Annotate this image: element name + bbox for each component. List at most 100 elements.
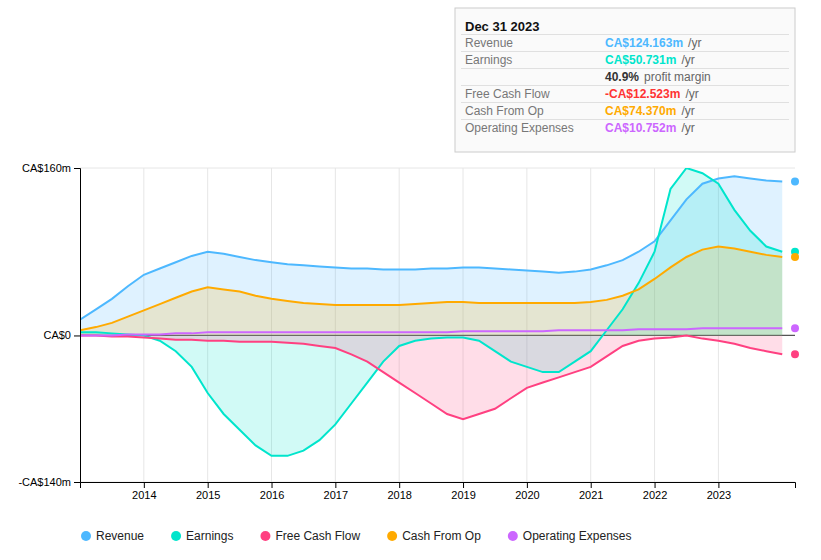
info-box-suffix: /yr bbox=[681, 53, 694, 67]
x-tick-label: 2022 bbox=[643, 489, 667, 501]
info-box-label: Cash From Op bbox=[465, 104, 544, 118]
info-box-value: 40.9% bbox=[605, 70, 639, 84]
x-tick: 2020 bbox=[515, 482, 539, 501]
info-box-label: Free Cash Flow bbox=[465, 87, 550, 101]
series-line bbox=[80, 168, 782, 456]
legend-label: Earnings bbox=[186, 529, 233, 543]
info-box-divider bbox=[461, 34, 789, 35]
x-tick-mark bbox=[335, 482, 336, 488]
legend-label: Operating Expenses bbox=[523, 529, 632, 543]
info-box-label: Earnings bbox=[465, 53, 512, 67]
legend-item: Operating Expenses bbox=[508, 529, 632, 543]
x-tick-label: 2018 bbox=[387, 489, 411, 501]
legend-item: Revenue bbox=[81, 529, 144, 543]
series-line bbox=[80, 335, 782, 419]
x-tick-mark bbox=[144, 482, 145, 488]
info-box-divider bbox=[461, 85, 789, 86]
y-tick-label: -CA$140m bbox=[18, 476, 71, 488]
y-tick: CA$160m bbox=[22, 162, 80, 174]
legend-swatch bbox=[171, 531, 181, 541]
info-box-suffix: /yr bbox=[688, 36, 701, 50]
y-tick-mark bbox=[74, 482, 80, 483]
chart-svg: 2014 2015 2016 2017 2018 2019 2020 2021 2022 2023… bbox=[0, 0, 821, 560]
info-box-title: Dec 31 2023 bbox=[465, 19, 539, 34]
info-box-value: CA$124.163m bbox=[605, 36, 683, 50]
x-tick-mark bbox=[527, 482, 528, 488]
end-dots bbox=[791, 178, 799, 359]
series-area bbox=[80, 247, 782, 336]
x-tick-mark bbox=[399, 482, 400, 488]
x-tick: 2023 bbox=[707, 482, 731, 501]
legend-label: Free Cash Flow bbox=[275, 529, 360, 543]
y-tick-mark bbox=[74, 335, 80, 336]
legend-item: Cash From Op bbox=[387, 529, 481, 543]
info-box-value: CA$10.752m bbox=[605, 121, 676, 135]
end-dot bbox=[791, 324, 799, 332]
end-dot bbox=[791, 178, 799, 186]
legend-swatch bbox=[387, 531, 397, 541]
series-area bbox=[80, 168, 782, 456]
x-tick-mark bbox=[463, 482, 464, 488]
info-box-divider bbox=[461, 68, 789, 69]
legend-swatch bbox=[508, 531, 518, 541]
x-tick: 2019 bbox=[451, 482, 475, 501]
x-tick: 2016 bbox=[260, 482, 284, 501]
info-box-label: Revenue bbox=[465, 36, 513, 50]
x-tick-label: 2019 bbox=[451, 489, 475, 501]
y-axis-line bbox=[74, 169, 81, 483]
x-tick-label: 2023 bbox=[707, 489, 731, 501]
legend-swatch bbox=[81, 531, 91, 541]
end-dot bbox=[791, 350, 799, 358]
plot-area bbox=[80, 168, 782, 456]
info-box-label: Operating Expenses bbox=[465, 121, 574, 135]
x-tick-mark bbox=[591, 482, 592, 488]
legend-label: Revenue bbox=[96, 529, 144, 543]
info-box-divider bbox=[461, 119, 789, 120]
y-axis: CA$160m CA$0 -CA$140m bbox=[18, 162, 80, 488]
legend-label: Cash From Op bbox=[402, 529, 481, 543]
info-box-frame bbox=[455, 8, 795, 152]
x-tick: 2017 bbox=[324, 482, 348, 501]
x-tick-label: 2017 bbox=[324, 489, 348, 501]
legend-swatch bbox=[260, 531, 270, 541]
x-axis-line bbox=[81, 483, 796, 489]
x-tick: 2018 bbox=[387, 482, 411, 501]
x-tick-label: 2021 bbox=[579, 489, 603, 501]
series-line bbox=[80, 176, 782, 319]
info-box-value: CA$50.731m bbox=[605, 53, 676, 67]
grid bbox=[80, 168, 795, 482]
x-tick-label: 2014 bbox=[132, 489, 156, 501]
y-tick-label: CA$0 bbox=[43, 329, 71, 341]
x-tick-label: 2016 bbox=[260, 489, 284, 501]
x-tick-mark bbox=[655, 482, 656, 488]
x-tick: 2022 bbox=[643, 482, 667, 501]
series-area bbox=[80, 335, 782, 419]
info-box-suffix: profit margin bbox=[644, 70, 711, 84]
x-tick-mark bbox=[718, 482, 719, 488]
y-tick: CA$0 bbox=[43, 329, 80, 341]
series-line bbox=[80, 328, 782, 335]
info-box-suffix: /yr bbox=[685, 87, 698, 101]
x-tick-mark bbox=[272, 482, 273, 488]
x-tick-label: 2015 bbox=[196, 489, 220, 501]
info-box-suffix: /yr bbox=[681, 121, 694, 135]
legend-item: Free Cash Flow bbox=[260, 529, 360, 543]
x-tick: 2015 bbox=[196, 482, 220, 501]
end-dot bbox=[791, 253, 799, 261]
x-tick-mark bbox=[208, 482, 209, 488]
info-box: Dec 31 2023 Revenue CA$124.163m/yr Earnings… bbox=[455, 8, 795, 152]
info-box-divider bbox=[461, 51, 789, 52]
y-tick-label: CA$160m bbox=[22, 162, 71, 174]
info-box-divider bbox=[461, 102, 789, 103]
info-box-suffix: /yr bbox=[681, 104, 694, 118]
x-tick: 2014 bbox=[132, 482, 156, 501]
y-tick: -CA$140m bbox=[18, 476, 80, 488]
legend-item: Earnings bbox=[171, 529, 233, 543]
series-line bbox=[80, 247, 782, 331]
info-box-value: CA$74.370m bbox=[605, 104, 676, 118]
y-tick-mark bbox=[74, 168, 80, 169]
info-box-value: -CA$12.523m bbox=[605, 87, 680, 101]
x-axis: 2014 2015 2016 2017 2018 2019 2020 2021 2022 2023 bbox=[81, 482, 796, 501]
legend: Revenue Earnings Free Cash Flow Cash From O… bbox=[81, 529, 632, 543]
x-tick-label: 2020 bbox=[515, 489, 539, 501]
